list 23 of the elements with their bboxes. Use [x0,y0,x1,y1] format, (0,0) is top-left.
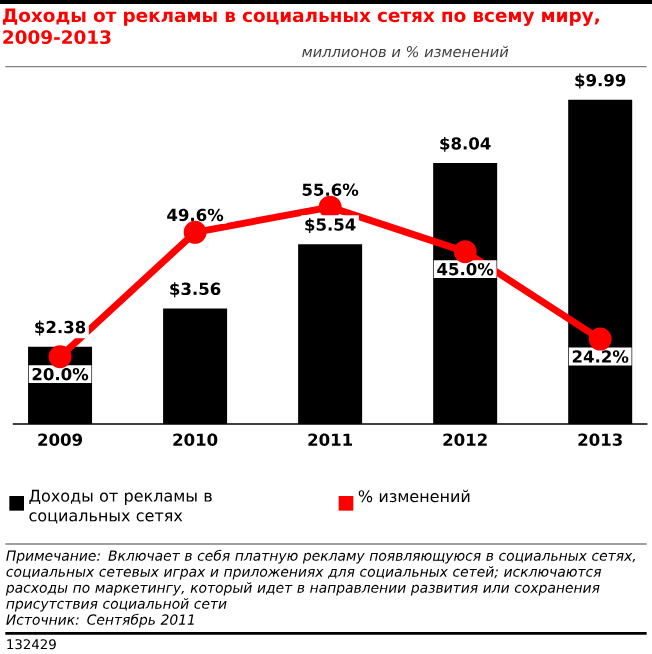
data-label: 49.6% [167,208,224,222]
data-label: $5.54 [305,218,356,233]
data-label: 20.0% [32,367,89,381]
data-label: $3.56 [170,282,221,298]
point [588,327,612,351]
x-tick-label: 2012 [443,433,487,446]
legend-label: Доходы от рекламы в социальных сетях [29,489,212,524]
x-tick-label: 2013 [578,433,622,446]
data-label: $8.04 [440,136,491,152]
x-tick-label: 2011 [308,433,353,446]
data-label: $2.38 [35,320,86,336]
point [453,240,477,264]
x-tick-label: 2009 [38,433,83,446]
data-label: 24.2% [572,350,629,363]
point [183,220,207,244]
data-label: $9.99 [575,73,626,89]
legend-label: % изменений [358,489,470,503]
x-tick-label: 2010 [173,433,218,446]
data-label: 45.0% [437,262,494,276]
point [48,345,72,369]
data-label: 55.6% [302,183,359,196]
chart-title: Доходы от рекламы в социальных сетях по всему миру, 2009-2013 [2,8,599,45]
point [318,195,342,219]
